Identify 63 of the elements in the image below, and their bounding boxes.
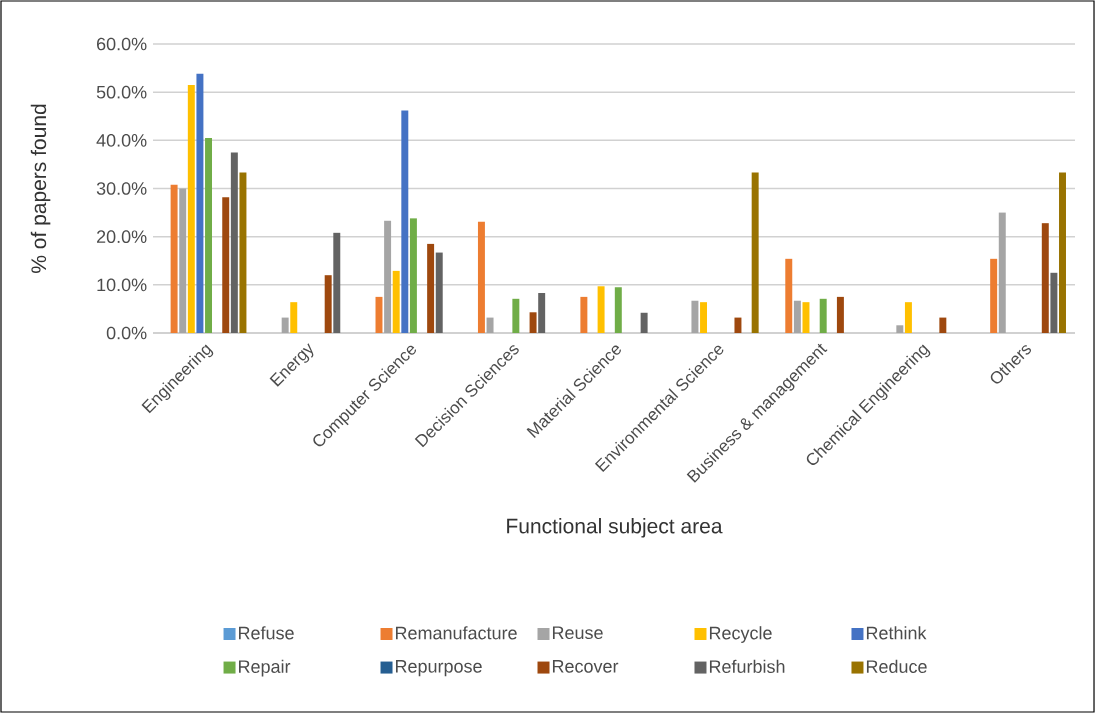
bar <box>1041 223 1049 333</box>
bar <box>179 188 187 333</box>
bar <box>170 184 178 333</box>
bar <box>896 325 904 333</box>
legend-label: Repurpose <box>396 660 482 677</box>
y-tick-label: 40.0% <box>96 133 147 147</box>
bar <box>281 317 289 333</box>
bar <box>990 258 998 333</box>
bar <box>529 312 537 333</box>
bar <box>734 317 742 333</box>
bar <box>1050 272 1058 333</box>
bar <box>597 286 605 333</box>
legend-label: Repair <box>239 659 291 677</box>
bar <box>401 110 409 333</box>
y-axis-title: % of papers found <box>30 104 51 273</box>
bar <box>802 302 810 333</box>
bar <box>836 296 844 333</box>
bar <box>392 270 400 333</box>
bar <box>640 312 648 333</box>
bar <box>939 317 947 333</box>
y-tick-label: 60.0% <box>97 37 147 51</box>
y-tick-label: 30.0% <box>96 182 147 195</box>
bar <box>691 300 699 333</box>
y-tick-label: 10.0% <box>97 278 147 292</box>
bar <box>793 300 801 333</box>
bar <box>700 302 708 333</box>
bar <box>512 298 520 333</box>
legend-label: Remanufacture <box>396 626 517 640</box>
bar <box>998 212 1006 333</box>
bar <box>486 317 494 333</box>
bar <box>290 302 298 333</box>
bar <box>324 275 332 333</box>
x-axis-title: Functional subject area <box>507 518 723 538</box>
legend-label: Reduce <box>866 659 927 673</box>
bar <box>384 220 392 333</box>
bar <box>538 293 546 333</box>
legend-label: Recycle <box>709 626 772 643</box>
bar <box>409 218 417 333</box>
bar <box>1059 172 1066 333</box>
bar <box>904 302 912 333</box>
bar <box>580 296 588 333</box>
bar <box>222 197 230 333</box>
bar <box>427 243 435 333</box>
bar <box>785 258 793 333</box>
bar <box>196 73 204 333</box>
legend-label: Refuse <box>239 626 294 640</box>
legend-label: Reuse <box>552 626 603 640</box>
bar <box>239 172 247 333</box>
legend-label: Refurbish <box>709 659 785 673</box>
bar <box>614 287 622 333</box>
bar <box>333 232 341 333</box>
y-tick-label: 0.0% <box>106 326 147 340</box>
legend-label: Recover <box>552 660 619 673</box>
bar <box>435 252 443 333</box>
bar <box>230 152 238 333</box>
legend-label: Rethink <box>866 626 927 640</box>
bar <box>187 84 195 333</box>
y-tick-label: 50.0% <box>96 85 147 99</box>
bar <box>477 221 485 333</box>
bar <box>819 298 827 333</box>
bar <box>205 137 213 333</box>
y-tick-label: 20.0% <box>97 230 147 244</box>
bar <box>751 172 759 333</box>
